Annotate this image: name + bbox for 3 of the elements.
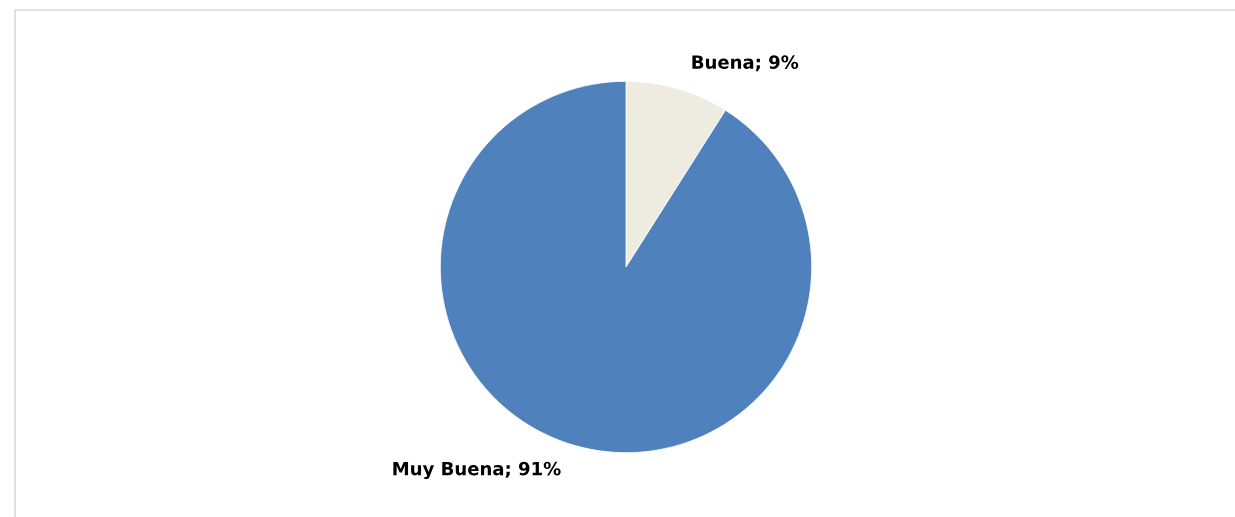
- slice-label: Buena; 9%: [692, 55, 799, 72]
- slice-label: Muy Buena; 91%: [393, 461, 561, 480]
- pie-slice: [439, 80, 813, 454]
